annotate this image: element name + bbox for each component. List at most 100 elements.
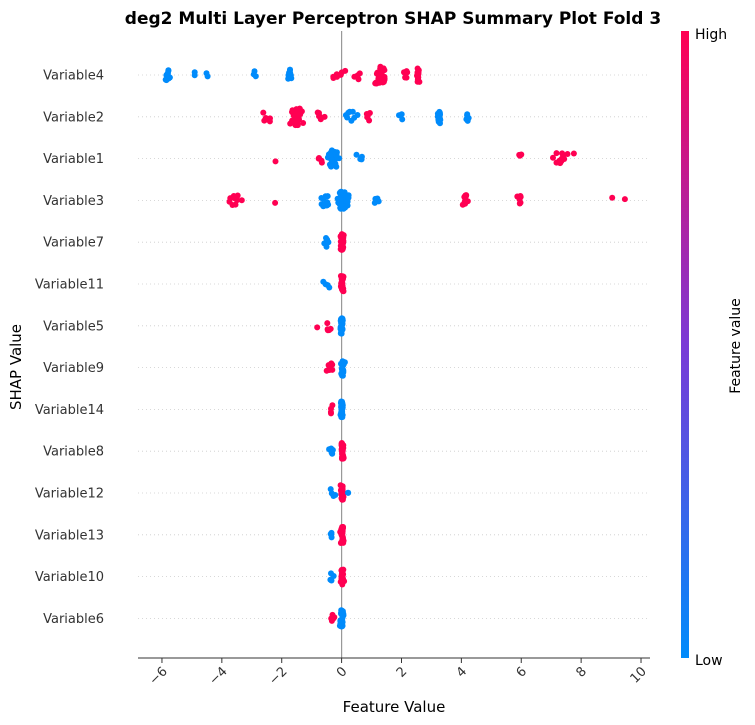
shap-point — [315, 155, 322, 162]
shap-point — [558, 155, 565, 162]
shap-point — [191, 69, 198, 76]
shap-point — [293, 116, 300, 123]
feature-label: Variable6 — [43, 612, 104, 627]
shap-point — [338, 232, 345, 239]
feature-label: Variable8 — [43, 445, 104, 460]
shap-point — [328, 529, 335, 536]
shap-point — [324, 327, 331, 334]
shap-point — [339, 246, 345, 253]
shap-point — [300, 120, 307, 126]
feature-label: Variable10 — [35, 570, 104, 585]
row-guides — [138, 74, 650, 619]
shap-point — [353, 151, 360, 158]
shap-point — [251, 68, 258, 75]
shap-point — [550, 154, 556, 161]
feature-label: Variable13 — [35, 528, 104, 543]
shap-point — [435, 113, 442, 120]
shap-point — [399, 116, 406, 123]
shap-point — [337, 202, 344, 208]
shap-point — [377, 63, 384, 70]
shap-point — [328, 157, 335, 164]
shap-point — [234, 192, 241, 199]
shap-point — [338, 188, 345, 195]
shap-point — [517, 152, 524, 159]
shap-point — [203, 70, 210, 77]
shap-point — [263, 116, 270, 123]
shap-point — [374, 195, 381, 202]
shap-point — [570, 150, 577, 157]
shap-point — [327, 486, 334, 493]
shap-point — [339, 611, 346, 618]
shap-point — [338, 69, 345, 76]
shap-point — [234, 197, 241, 204]
shap-point — [339, 451, 345, 457]
feature-label: Variable14 — [35, 403, 104, 418]
shap-point — [345, 489, 352, 496]
shap-point — [464, 111, 471, 118]
shap-point — [272, 199, 279, 206]
shap-point — [326, 364, 333, 371]
shap-point — [379, 68, 386, 75]
shap-point — [320, 278, 327, 285]
shap-point — [323, 243, 330, 250]
x-axis-label: Feature Value — [343, 698, 446, 716]
shap-point — [260, 109, 267, 116]
shap-point — [338, 490, 345, 497]
shap-point — [338, 406, 345, 413]
colorbar-high-label: High — [695, 27, 727, 43]
shap-point — [553, 150, 560, 157]
shap-point — [398, 111, 405, 118]
shap-point — [314, 324, 321, 331]
x-tick-label: 8 — [574, 664, 590, 680]
shap-point — [364, 114, 371, 121]
x-tick-label: 0 — [334, 664, 350, 680]
x-axis-ticks: −6 −4 −2 0 2 4 6 8 10 — [147, 658, 650, 688]
shap-point — [342, 112, 349, 119]
feature-label: Variable7 — [43, 236, 104, 251]
shap-point — [252, 73, 259, 80]
shap-point — [329, 447, 336, 453]
shap-point — [238, 197, 245, 204]
feature-labels: Variable4 Variable2 Variable1 Variable3 Vari… — [35, 69, 104, 627]
shap-point — [328, 615, 335, 622]
shap-point — [348, 117, 355, 124]
shap-point — [461, 198, 468, 205]
shap-point — [227, 195, 234, 202]
shap-point — [333, 71, 340, 78]
shap-point — [358, 153, 365, 160]
shap-point — [609, 194, 616, 201]
feature-label: Variable12 — [35, 487, 104, 502]
colorbar-gradient — [681, 31, 689, 658]
y-axis-label: SHAP Value — [7, 324, 25, 410]
chart-title: deg2 Multi Layer Perceptron SHAP Summary… — [125, 9, 661, 29]
shap-point — [328, 405, 334, 412]
shap-point — [321, 202, 328, 209]
feature-label: Variable1 — [43, 152, 104, 167]
shap-point — [338, 574, 345, 581]
shap-point — [294, 122, 300, 128]
shap-point — [339, 316, 346, 323]
shap-point — [376, 78, 383, 85]
shap-point — [162, 76, 169, 83]
x-tick-label: 4 — [454, 664, 470, 680]
shap-point — [332, 492, 339, 498]
shap-point — [339, 239, 346, 246]
shap-point — [287, 69, 294, 76]
feature-label: Variable4 — [43, 69, 104, 84]
shap-point — [354, 112, 361, 118]
shap-point — [328, 534, 335, 541]
shap-point — [340, 359, 347, 365]
x-tick-label: 10 — [628, 664, 650, 686]
shap-point — [344, 198, 351, 205]
data-points — [162, 63, 628, 630]
x-tick-label: −4 — [207, 664, 231, 688]
feature-label: Variable9 — [43, 361, 104, 376]
colorbar: High Low Feature value — [681, 27, 744, 669]
feature-label: Variable11 — [35, 278, 104, 293]
shap-point — [338, 530, 345, 537]
shap-point — [272, 158, 279, 165]
shap-point — [339, 568, 346, 574]
shap-point — [325, 239, 332, 246]
shap-point — [322, 193, 329, 200]
